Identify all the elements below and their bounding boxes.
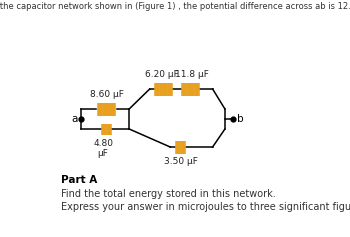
Text: For the capacitor network shown in (Figure 1) , the potential difference across : For the capacitor network shown in (Figu… <box>0 2 350 11</box>
Text: b: b <box>237 114 243 124</box>
Text: 11.8 μF: 11.8 μF <box>175 70 209 79</box>
Text: 6.20 μF: 6.20 μF <box>145 70 179 79</box>
Text: Express your answer in microjoules to three significant figures.: Express your answer in microjoules to th… <box>61 202 350 212</box>
Text: Find the total energy stored in this network.: Find the total energy stored in this net… <box>61 189 275 199</box>
Text: 4.80
μF: 4.80 μF <box>93 139 113 158</box>
Text: 3.50 μF: 3.50 μF <box>163 157 197 166</box>
Text: a: a <box>71 114 78 124</box>
Text: 8.60 μF: 8.60 μF <box>90 90 124 99</box>
Text: Part A: Part A <box>61 175 97 185</box>
